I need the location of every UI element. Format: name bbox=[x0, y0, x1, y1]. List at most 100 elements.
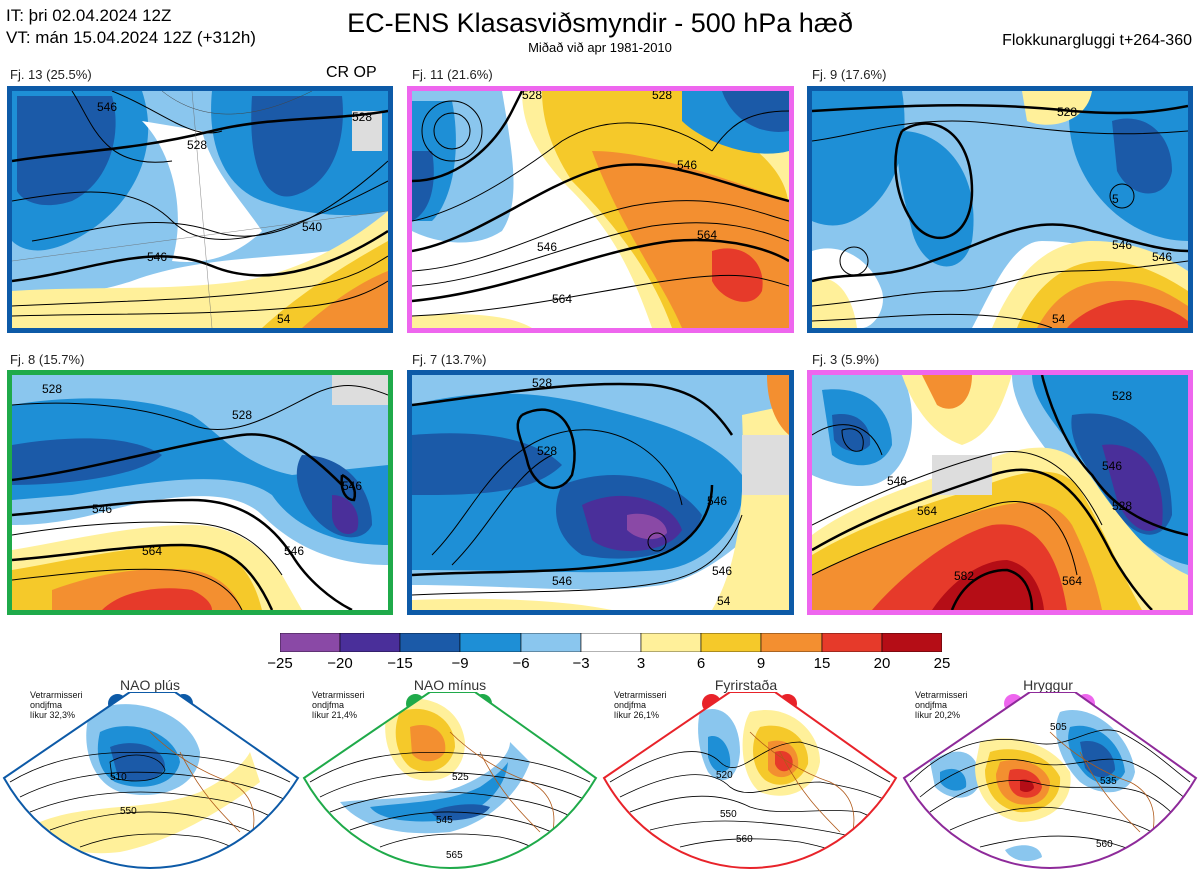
panel-1-tag: CR OP bbox=[326, 64, 377, 81]
contour-label: 546 bbox=[97, 100, 117, 114]
contour-label: 528 bbox=[42, 382, 62, 396]
colorbar-tick: 20 bbox=[873, 655, 891, 672]
cluster-map-1: 528 546 540 528 546 54 bbox=[7, 86, 393, 333]
contour-label: 550 bbox=[720, 809, 737, 820]
contour-label: 582 bbox=[954, 569, 974, 583]
contour-label: 546 bbox=[1102, 459, 1122, 473]
cluster-map-4: 528 528 546 564 546 546 bbox=[7, 370, 393, 615]
contour-label: 54 bbox=[277, 312, 291, 326]
cluster-map-3: 528 546 5 546 54 bbox=[807, 86, 1193, 333]
colorbar-tick: 3 bbox=[636, 655, 646, 672]
panel-6-label: Fj. 3 (5.9%) bbox=[812, 352, 880, 367]
contour-label: 528 bbox=[652, 91, 672, 102]
regime-4-map: 505 535 560 bbox=[900, 691, 1200, 871]
regime-3-note: Vetrarmisseri ondjfma líkur 26,1% bbox=[614, 690, 667, 720]
contour-label: 528 bbox=[537, 444, 557, 458]
colorbar-tick: 6 bbox=[696, 655, 706, 672]
panel-4-label: Fj. 8 (15.7%) bbox=[10, 352, 85, 367]
contour-label: 546 bbox=[707, 494, 727, 508]
it-line: IT: þri 02.04.2024 12Z bbox=[6, 6, 172, 25]
colorbar-tick: 25 bbox=[933, 655, 951, 672]
colorbar bbox=[279, 632, 943, 653]
contour-label: 564 bbox=[142, 544, 162, 558]
contour-label: 546 bbox=[1152, 250, 1172, 264]
colorbar-swatch bbox=[279, 632, 341, 653]
contour-label: 546 bbox=[887, 474, 907, 488]
contour-label: 546 bbox=[1112, 238, 1132, 252]
contour-label: 528 bbox=[532, 376, 552, 390]
regime-1-name: NAO plús bbox=[120, 677, 180, 693]
contour-label: 546 bbox=[552, 574, 572, 588]
colorbar-tick: −3 bbox=[572, 655, 590, 672]
contour-label: 528 bbox=[1112, 499, 1132, 513]
colorbar-tick: −15 bbox=[387, 655, 413, 672]
panel-2-label: Fj. 11 (21.6%) bbox=[412, 67, 493, 82]
regime-1-map: 510 550 bbox=[0, 691, 300, 871]
contour-label: 545 bbox=[436, 815, 453, 826]
classification-window: Flokkunargluggi t+264-360 bbox=[1002, 32, 1192, 49]
contour-label: 505 bbox=[1050, 722, 1067, 733]
colorbar-tick: 9 bbox=[756, 655, 766, 672]
contour-label: 54 bbox=[1052, 312, 1066, 326]
contour-label: 528 bbox=[522, 91, 542, 102]
contour-label: 546 bbox=[677, 158, 697, 172]
cluster-map-2: 528 546 546 564 564 528 bbox=[407, 86, 794, 333]
colorbar-tick: −9 bbox=[451, 655, 469, 672]
contour-label: 540 bbox=[302, 220, 322, 234]
cluster-map-6: 546 564 528 546 582 564 528 bbox=[807, 370, 1193, 615]
contour-label: 564 bbox=[917, 504, 937, 518]
panel-1-label: Fj. 13 (25.5%) bbox=[10, 67, 92, 82]
contour-label: 546 bbox=[537, 240, 557, 254]
contour-label: 528 bbox=[232, 408, 252, 422]
contour-label: 510 bbox=[110, 772, 127, 783]
page-subtitle: Miðað við apr 1981-2010 bbox=[528, 40, 672, 55]
regime-1-note: Vetrarmisseri ondjfma líkur 32,3% bbox=[30, 690, 83, 720]
regime-4-name: Hryggur bbox=[1023, 677, 1073, 693]
regime-2-map: 525 545 565 bbox=[300, 691, 600, 871]
regime-3-map: 520 550 560 bbox=[600, 691, 900, 871]
contour-label: 560 bbox=[736, 834, 753, 845]
colorbar-swatch bbox=[700, 632, 762, 653]
colorbar-swatch bbox=[881, 632, 943, 653]
contour-label: 550 bbox=[120, 806, 137, 817]
regime-4-note: Vetrarmisseri ondjfma líkur 20,2% bbox=[915, 690, 968, 720]
colorbar-swatch bbox=[760, 632, 823, 653]
contour-label: 560 bbox=[1096, 839, 1113, 850]
contour-label: 564 bbox=[697, 228, 717, 242]
contour-label: 565 bbox=[446, 850, 463, 861]
colorbar-swatch bbox=[459, 632, 522, 653]
header-info: IT: þri 02.04.2024 12Z VT: mán 15.04.202… bbox=[6, 5, 256, 49]
colorbar-swatch bbox=[640, 632, 702, 653]
cluster-map-5: 528 528 546 546 546 54 bbox=[407, 370, 794, 615]
colorbar-swatch bbox=[339, 632, 401, 653]
regime-2-name: NAO mínus bbox=[413, 677, 487, 693]
panel-5-label: Fj. 7 (13.7%) bbox=[412, 352, 487, 367]
vt-line: VT: mán 15.04.2024 12Z (+312h) bbox=[6, 28, 256, 47]
contour-label: 528 bbox=[1112, 389, 1132, 403]
contour-label: 520 bbox=[716, 770, 733, 781]
colorbar-tick: −6 bbox=[512, 655, 530, 672]
regime-2-note: Vetrarmisseri ondjfma líkur 21,4% bbox=[312, 690, 365, 720]
colorbar-tick: 15 bbox=[813, 655, 831, 672]
contour-label: 546 bbox=[712, 564, 732, 578]
contour-label: 546 bbox=[92, 502, 112, 516]
colorbar-swatch bbox=[821, 632, 883, 653]
contour-label: 54 bbox=[717, 594, 731, 608]
contour-label: 564 bbox=[1062, 574, 1082, 588]
colorbar-swatch bbox=[399, 632, 461, 653]
contour-label: 546 bbox=[342, 479, 362, 493]
contour-label: 525 bbox=[452, 772, 469, 783]
contour-label: 535 bbox=[1100, 776, 1117, 787]
contour-label: 5 bbox=[1112, 192, 1119, 206]
panel-3-label: Fj. 9 (17.6%) bbox=[812, 67, 887, 82]
regime-3-name: Fyrirstaða bbox=[714, 677, 778, 693]
contour-label: 546 bbox=[284, 544, 304, 558]
contour-label: 546 bbox=[147, 250, 167, 264]
page-title: EC-ENS Klasasviðsmyndir - 500 hPa hæð bbox=[347, 8, 853, 38]
contour-label: 528 bbox=[352, 110, 372, 124]
colorbar-tick: −20 bbox=[327, 655, 353, 672]
contour-label: 564 bbox=[552, 292, 572, 306]
contour-label: 528 bbox=[1057, 105, 1077, 119]
contour-label: 528 bbox=[187, 138, 207, 152]
colorbar-tick: −25 bbox=[267, 655, 293, 672]
